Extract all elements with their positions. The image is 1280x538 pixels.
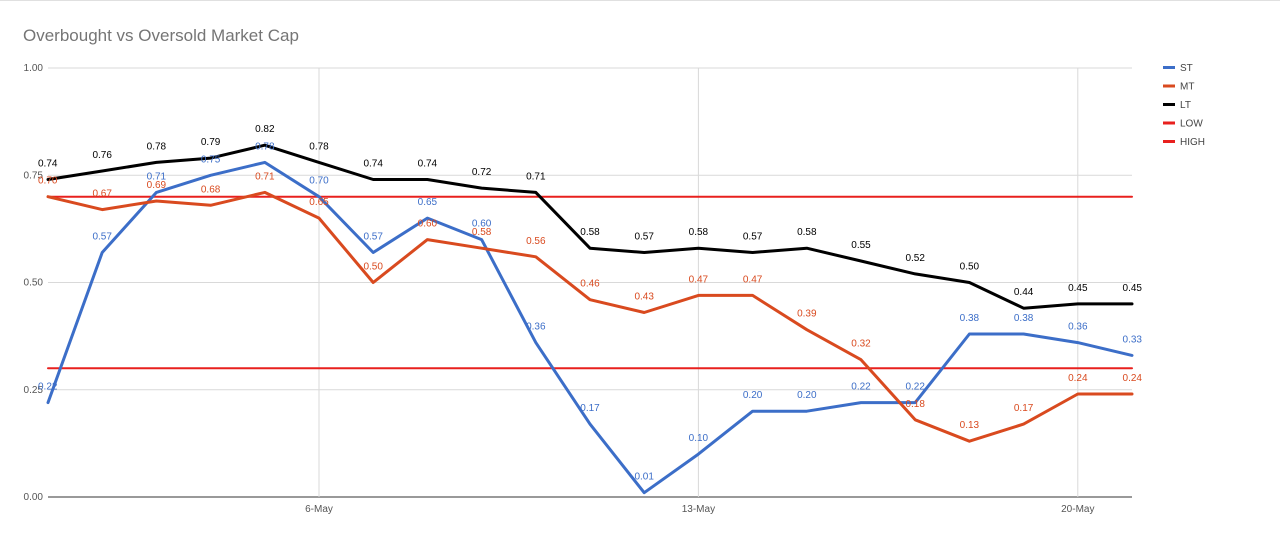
data-label-mt: 0.32 bbox=[851, 339, 871, 350]
data-label-lt: 0.45 bbox=[1068, 283, 1088, 294]
data-label-st: 0.57 bbox=[92, 231, 112, 242]
x-tick-label: 20-May bbox=[1061, 504, 1094, 515]
y-tick-label: 1.00 bbox=[24, 63, 44, 74]
legend-label-low: LOW bbox=[1180, 119, 1203, 130]
series-line-lt bbox=[46, 143, 1134, 310]
data-label-mt: 0.58 bbox=[472, 227, 492, 238]
data-label-mt: 0.43 bbox=[634, 292, 654, 303]
series-line-mt bbox=[46, 190, 1134, 443]
data-label-lt: 0.57 bbox=[634, 231, 654, 242]
data-label-mt: 0.65 bbox=[309, 197, 329, 208]
data-label-mt: 0.56 bbox=[526, 236, 546, 247]
data-label-st: 0.78 bbox=[255, 141, 275, 152]
data-label-st: 0.22 bbox=[38, 382, 58, 393]
data-label-st: 0.33 bbox=[1123, 334, 1143, 345]
grid-layer bbox=[48, 67, 1132, 498]
legend-label-st: ST bbox=[1180, 63, 1193, 74]
data-label-st: 0.38 bbox=[1014, 313, 1034, 324]
data-label-st: 0.20 bbox=[743, 390, 763, 401]
data-label-lt: 0.58 bbox=[797, 227, 817, 238]
data-label-lt: 0.71 bbox=[526, 171, 546, 182]
y-tick-label: 0.00 bbox=[24, 492, 44, 503]
data-label-st: 0.10 bbox=[689, 433, 709, 444]
data-label-st: 0.17 bbox=[580, 403, 600, 414]
data-label-mt: 0.70 bbox=[38, 176, 58, 187]
data-label-st: 0.38 bbox=[960, 313, 980, 324]
data-label-st: 0.36 bbox=[526, 322, 546, 333]
data-label-st: 0.36 bbox=[1068, 322, 1088, 333]
data-labels: 0.22 0.57 0.71 0.75 0.78 0.70 0.57 0.65 0.60 0.36… bbox=[38, 124, 1142, 482]
data-label-lt: 0.79 bbox=[201, 137, 221, 148]
data-label-st: 0.20 bbox=[797, 390, 817, 401]
data-label-lt: 0.50 bbox=[960, 262, 980, 273]
legend-swatch-st bbox=[1163, 66, 1175, 69]
data-label-lt: 0.74 bbox=[363, 159, 383, 170]
data-label-mt: 0.69 bbox=[147, 180, 167, 191]
legend: ST MT LT LOW HIGH bbox=[1163, 63, 1205, 148]
data-label-lt: 0.74 bbox=[38, 159, 58, 170]
data-label-st: 0.71 bbox=[147, 171, 167, 182]
data-label-mt: 0.68 bbox=[201, 184, 221, 195]
legend-swatch-high bbox=[1163, 140, 1175, 143]
chart-title: Overbought vs Oversold Market Cap bbox=[23, 26, 299, 45]
legend-label-mt: MT bbox=[1180, 82, 1194, 93]
data-label-mt: 0.24 bbox=[1123, 373, 1143, 384]
data-label-st: 0.57 bbox=[363, 231, 383, 242]
data-label-mt: 0.17 bbox=[1014, 403, 1034, 414]
data-label-st: 0.22 bbox=[905, 382, 925, 393]
data-label-mt: 0.18 bbox=[905, 399, 925, 410]
data-label-st: 0.60 bbox=[472, 219, 492, 230]
top-divider bbox=[0, 0, 1280, 1]
data-label-lt: 0.52 bbox=[905, 253, 925, 264]
data-label-lt: 0.44 bbox=[1014, 287, 1034, 298]
series-line-st bbox=[46, 160, 1134, 495]
data-label-lt: 0.72 bbox=[472, 167, 492, 178]
axis-ticks: 0.00 0.25 0.50 0.75 1.00 6-May 13-May 20-May bbox=[24, 63, 1095, 515]
data-label-lt: 0.82 bbox=[255, 124, 275, 135]
data-label-mt: 0.50 bbox=[363, 262, 383, 273]
data-label-lt: 0.76 bbox=[92, 150, 112, 161]
data-label-lt: 0.74 bbox=[418, 159, 438, 170]
data-label-st: 0.70 bbox=[309, 176, 329, 187]
legend-swatch-mt bbox=[1163, 84, 1175, 88]
data-label-st: 0.65 bbox=[418, 197, 438, 208]
data-label-lt: 0.78 bbox=[309, 141, 329, 152]
data-label-lt: 0.58 bbox=[689, 227, 709, 238]
y-tick-label: 0.25 bbox=[24, 385, 44, 396]
data-label-mt: 0.47 bbox=[743, 274, 763, 285]
data-label-mt: 0.47 bbox=[689, 274, 709, 285]
data-label-st: 0.75 bbox=[201, 154, 221, 165]
legend-label-high: HIGH bbox=[1180, 137, 1205, 148]
data-label-mt: 0.46 bbox=[580, 279, 600, 290]
y-tick-label: 0.50 bbox=[24, 278, 44, 289]
data-label-mt: 0.60 bbox=[418, 219, 438, 230]
data-label-st: 0.01 bbox=[634, 472, 654, 483]
x-tick-label: 13-May bbox=[682, 504, 715, 515]
data-label-mt: 0.67 bbox=[92, 189, 112, 200]
y-tick-label: 0.75 bbox=[24, 170, 44, 181]
series-layer bbox=[46, 143, 1134, 495]
data-label-mt: 0.39 bbox=[797, 309, 817, 320]
legend-swatch-low bbox=[1163, 121, 1175, 125]
data-label-lt: 0.57 bbox=[743, 231, 763, 242]
legend-swatch-lt bbox=[1163, 103, 1175, 106]
data-label-mt: 0.13 bbox=[960, 420, 980, 431]
data-label-lt: 0.58 bbox=[580, 227, 600, 238]
x-tick-label: 6-May bbox=[305, 504, 333, 515]
data-label-st: 0.22 bbox=[851, 382, 871, 393]
data-label-lt: 0.45 bbox=[1123, 283, 1143, 294]
data-label-lt: 0.55 bbox=[851, 240, 871, 251]
data-label-mt: 0.24 bbox=[1068, 373, 1088, 384]
data-label-mt: 0.71 bbox=[255, 171, 275, 182]
legend-label-lt: LT bbox=[1180, 100, 1191, 111]
data-label-lt: 0.78 bbox=[147, 141, 167, 152]
